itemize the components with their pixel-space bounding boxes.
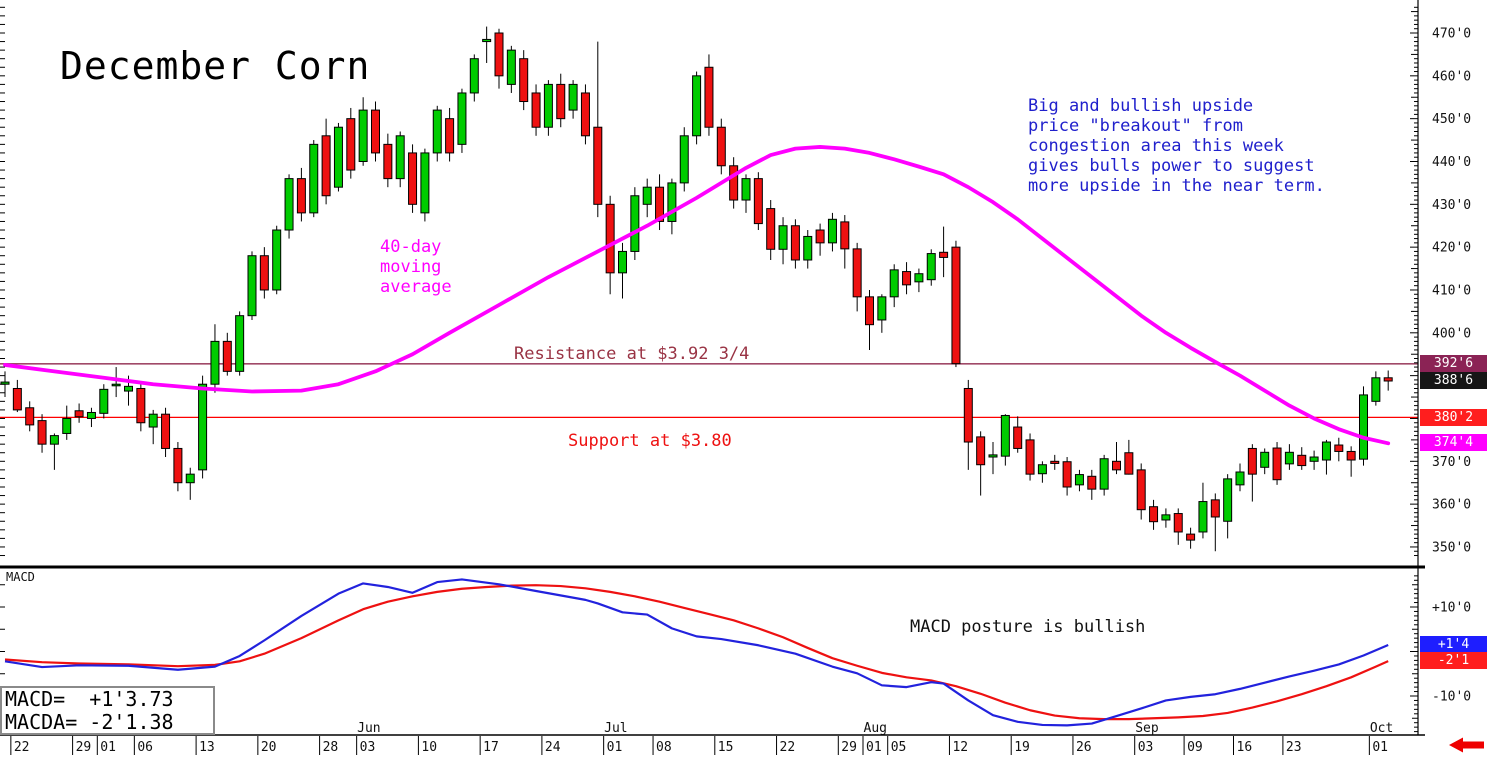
- svg-text:01: 01: [1372, 740, 1388, 755]
- macd-legend-box: MACD= +1'3.73 MACDA= -2'1.38: [0, 686, 215, 735]
- svg-text:06: 06: [137, 740, 153, 755]
- svg-text:28: 28: [323, 740, 339, 755]
- axis-badge-3802: 380'2: [1420, 408, 1487, 426]
- svg-text:13: 13: [199, 740, 215, 755]
- svg-text:16: 16: [1237, 740, 1253, 755]
- svg-text:Oct: Oct: [1370, 721, 1393, 736]
- svg-text:Aug: Aug: [864, 721, 887, 736]
- macd-value-readout: MACD= +1'3.73: [5, 687, 174, 711]
- support-label: Support at $3.80: [568, 431, 732, 451]
- axis-badge-3744: 374'4: [1420, 433, 1487, 451]
- candlestick-series: [0, 26, 1393, 552]
- resistance-label: Resistance at $3.92 3/4: [514, 344, 750, 364]
- date-axis: 22 29 01 06 13 20 28 03 10 17 24 01 08 15 22 29 01 05 12 19…: [10, 721, 1393, 755]
- price-axis: 470'0 460'0 450'0 440'0 430'0 420'0 410'0 400'0…: [0, 6, 1471, 557]
- svg-text:24: 24: [545, 740, 561, 755]
- svg-text:03: 03: [1138, 740, 1154, 755]
- svg-text:460'0: 460'0: [1432, 69, 1471, 84]
- macda-value-readout: MACDA= -2'1.38: [5, 710, 174, 734]
- macd-axis: +10'0 -10'0: [0, 575, 1471, 733]
- svg-text:05: 05: [891, 740, 907, 755]
- svg-text:360'0: 360'0: [1432, 498, 1471, 513]
- svg-text:22: 22: [780, 740, 796, 755]
- svg-text:15: 15: [718, 740, 734, 755]
- svg-text:26: 26: [1076, 740, 1092, 755]
- macd-lines: [4, 578, 1389, 727]
- svg-text:22: 22: [14, 740, 30, 755]
- svg-text:350'0: 350'0: [1432, 540, 1471, 555]
- svg-text:Jun: Jun: [357, 721, 380, 736]
- svg-text:29: 29: [76, 740, 92, 755]
- svg-text:+10'0: +10'0: [1432, 601, 1471, 616]
- svg-text:430'0: 430'0: [1432, 198, 1471, 213]
- svg-text:-10'0: -10'0: [1432, 690, 1471, 705]
- scroll-left-arrow-icon[interactable]: [1449, 737, 1484, 753]
- svg-text:20: 20: [261, 740, 277, 755]
- chart-title: December Corn: [60, 44, 371, 88]
- svg-text:19: 19: [1014, 740, 1030, 755]
- svg-text:Jul: Jul: [604, 721, 627, 736]
- svg-text:Sep: Sep: [1135, 721, 1159, 736]
- axis-badge-+14: +1'4: [1420, 636, 1487, 654]
- macd-posture-label: MACD posture is bullish: [910, 617, 1146, 637]
- svg-text:01: 01: [607, 740, 623, 755]
- svg-text:23: 23: [1286, 740, 1302, 755]
- moving-average-label: 40-day moving average: [380, 237, 452, 297]
- svg-text:17: 17: [483, 740, 499, 755]
- axis-badge--21: -2'1: [1420, 652, 1487, 670]
- macda-signal-line: [4, 584, 1389, 721]
- svg-text:29: 29: [841, 740, 857, 755]
- svg-text:10: 10: [421, 740, 437, 755]
- svg-text:410'0: 410'0: [1432, 283, 1471, 298]
- macd-main-line: [4, 578, 1389, 727]
- svg-text:01: 01: [866, 740, 882, 755]
- svg-text:420'0: 420'0: [1432, 241, 1471, 256]
- axis-badge-3886: 388'6: [1420, 372, 1487, 390]
- moving-average-line: [3, 145, 1391, 446]
- svg-text:08: 08: [656, 740, 672, 755]
- svg-text:400'0: 400'0: [1432, 326, 1471, 341]
- svg-text:12: 12: [952, 740, 968, 755]
- svg-text:440'0: 440'0: [1432, 155, 1471, 170]
- svg-text:370'0: 370'0: [1432, 455, 1471, 470]
- svg-text:470'0: 470'0: [1432, 27, 1471, 42]
- svg-text:450'0: 450'0: [1432, 112, 1471, 127]
- macd-panel-title: MACD: [6, 570, 35, 584]
- svg-text:01: 01: [100, 740, 116, 755]
- axis-badge-3926: 392'6: [1420, 355, 1487, 373]
- svg-text:09: 09: [1187, 740, 1203, 755]
- analyst-annotation: Big and bullish upside price "breakout" …: [1028, 96, 1325, 196]
- svg-text:03: 03: [360, 740, 376, 755]
